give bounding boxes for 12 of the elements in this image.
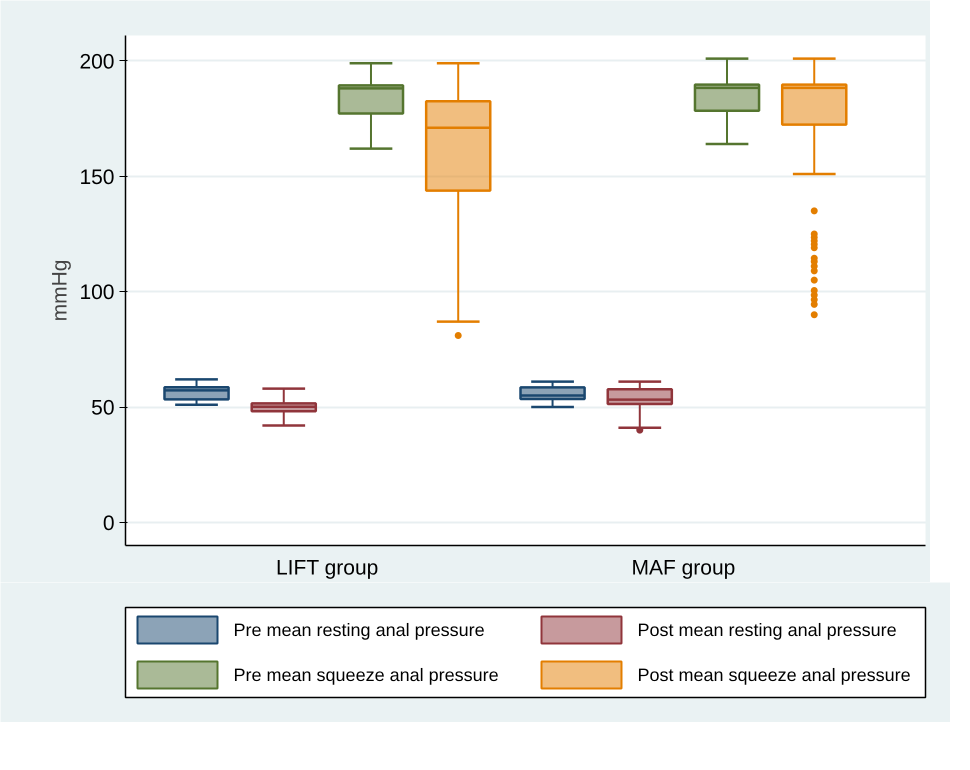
x-tick-label: LIFT group [276,556,378,580]
legend-label: Pre mean resting anal pressure [234,620,485,640]
y-tick-label: 50 [91,396,114,420]
y-tick-label: 100 [79,281,115,304]
legend-label: Post mean resting anal pressure [638,620,897,640]
legend-label: Post mean squeeze anal pressure [638,665,911,685]
y-tick-label: 0 [102,512,115,535]
y-tick-label: 200 [79,50,115,74]
y-axis-title: mmHg [48,260,72,322]
x-tick-label: MAF group [631,556,736,580]
legend-label: Pre mean squeeze anal pressure [234,665,499,685]
y-tick-label: 150 [79,166,115,189]
